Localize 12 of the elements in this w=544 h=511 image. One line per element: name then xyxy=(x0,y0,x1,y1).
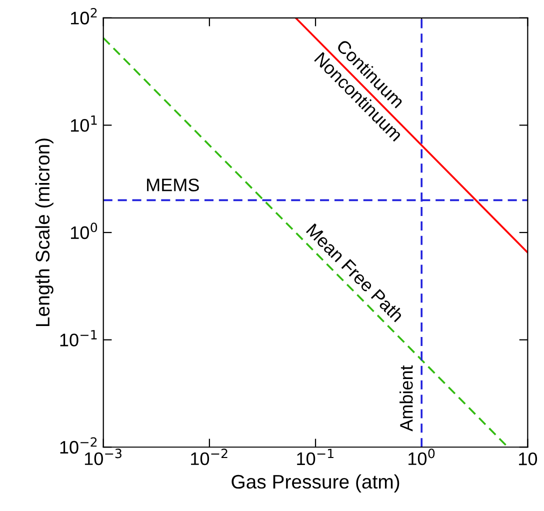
x-tick-label: 10$^{0}$ xyxy=(408,448,435,466)
x-axis-title: Gas Pressure (atm) xyxy=(232,474,400,492)
y-tick-label: 10$^{2}$ xyxy=(70,8,97,24)
x-tick-label: 10$^{−1}$ xyxy=(297,448,334,466)
y-axis-title: Length Scale (micron) xyxy=(35,138,54,326)
ref-line-label: MEMS xyxy=(147,178,199,192)
x-tick-label: 10$^{−2}$ xyxy=(191,448,228,466)
y-tick-label: 10$^{0}$ xyxy=(70,222,98,240)
x-tick-label: 10 xyxy=(519,452,538,466)
y-tick-label: 10$^{1}$ xyxy=(70,115,97,132)
y-tick-label: 10$^{−1}$ xyxy=(60,330,97,346)
ref-line-label: Ambient xyxy=(400,365,413,432)
